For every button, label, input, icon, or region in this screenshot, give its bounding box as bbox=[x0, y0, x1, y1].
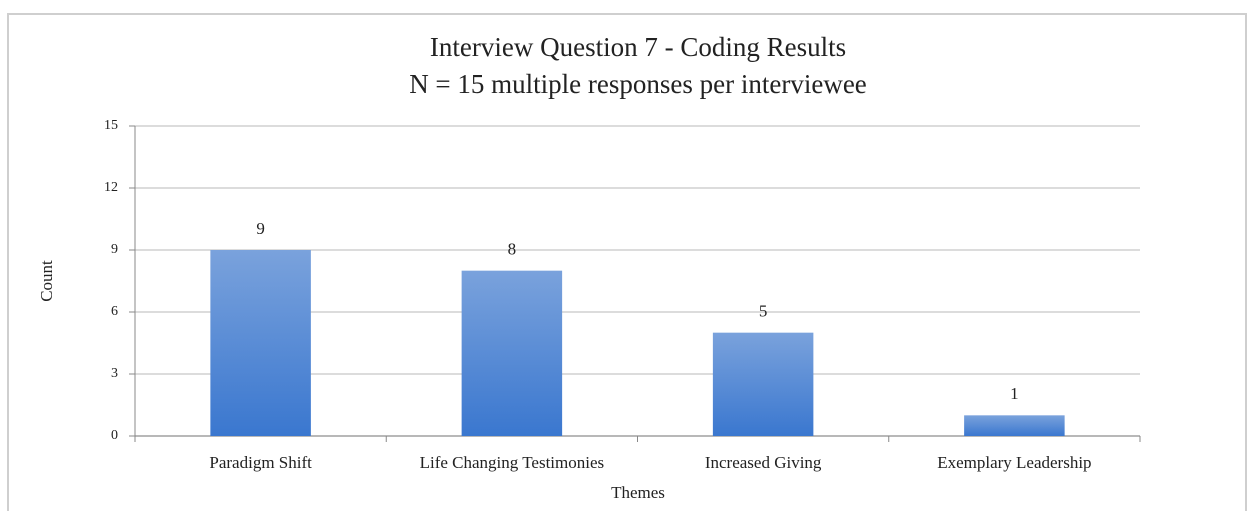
y-tick-label: 12 bbox=[104, 180, 118, 195]
y-tick-label: 9 bbox=[111, 242, 118, 257]
bar bbox=[964, 415, 1065, 436]
bar bbox=[712, 332, 814, 436]
x-tick-label: Exemplary Leadership bbox=[937, 453, 1091, 472]
y-axis-title: Count bbox=[37, 260, 56, 302]
data-label: 5 bbox=[759, 302, 768, 321]
data-label: 9 bbox=[256, 219, 265, 238]
bar bbox=[210, 250, 311, 436]
y-tick-label: 15 bbox=[104, 118, 118, 133]
y-tick-label: 3 bbox=[111, 366, 118, 381]
chart-title: Interview Question 7 - Coding Results bbox=[430, 32, 846, 62]
y-tick-label: 6 bbox=[111, 304, 118, 319]
x-tick-label: Life Changing Testimonies bbox=[420, 453, 605, 472]
chart-subtitle: N = 15 multiple responses per interviewe… bbox=[409, 69, 867, 99]
data-label: 8 bbox=[508, 240, 517, 259]
x-tick-label: Increased Giving bbox=[705, 453, 822, 472]
bar bbox=[461, 270, 563, 436]
data-label: 1 bbox=[1010, 384, 1019, 403]
x-axis-title: Themes bbox=[611, 483, 665, 502]
y-tick-label: 0 bbox=[111, 428, 118, 443]
x-tick-label: Paradigm Shift bbox=[209, 453, 312, 472]
